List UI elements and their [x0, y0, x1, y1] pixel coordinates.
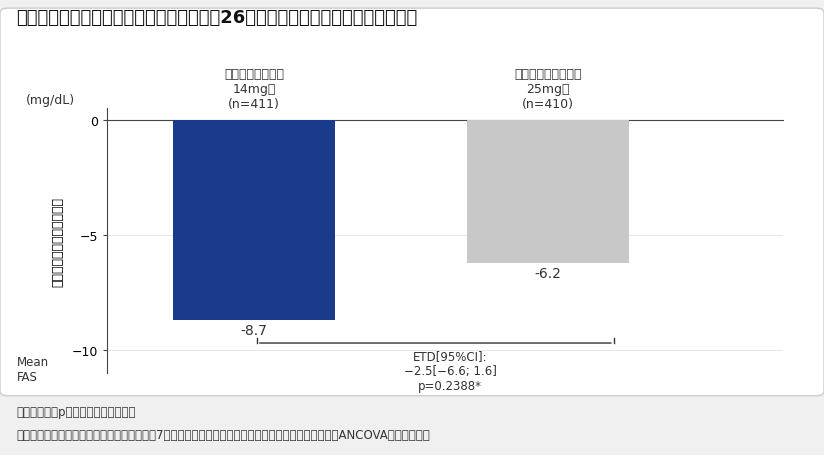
- Bar: [173, 121, 335, 320]
- Text: エンパグリフロジン
25mg群
(n=410): エンパグリフロジン 25mg群 (n=410): [514, 67, 582, 111]
- Text: 投与群及び地域を固定効果、ベースラインの7点血糖値プロファイルの食後血糖増加量を共変量としたANCOVAモデルで解析: 投与群及び地域を固定効果、ベースラインの7点血糖値プロファイルの食後血糖増加量を…: [16, 428, 430, 441]
- Text: ＊：名目上のp値、多重性の調整なし: ＊：名目上のp値、多重性の調整なし: [16, 405, 136, 418]
- Y-axis label: ベースラインからの変化量: ベースラインからの変化量: [52, 196, 65, 286]
- Text: Mean
FAS: Mean FAS: [16, 355, 49, 383]
- Text: 食後血糖増加量のベースラインから投与後26週までの変化量［副次的評価項目］: 食後血糖増加量のベースラインから投与後26週までの変化量［副次的評価項目］: [16, 9, 418, 27]
- Text: ETD[95%CI]:
−2.5[−6.6; 1.6]
p=0.2388*: ETD[95%CI]: −2.5[−6.6; 1.6] p=0.2388*: [404, 349, 497, 392]
- Text: 経口セマグルチド
14mg群
(n=411): 経口セマグルチド 14mg群 (n=411): [224, 67, 284, 111]
- Text: -8.7: -8.7: [241, 324, 268, 338]
- Text: -6.2: -6.2: [534, 266, 561, 280]
- Bar: [467, 121, 629, 263]
- Text: (mg/dL): (mg/dL): [26, 94, 75, 106]
